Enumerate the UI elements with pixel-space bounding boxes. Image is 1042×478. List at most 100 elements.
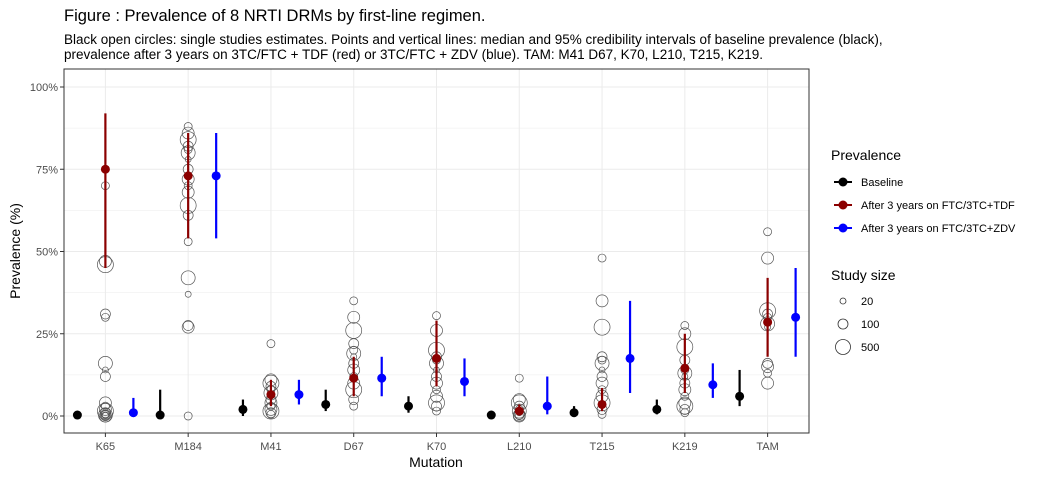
study-estimate-circle [679, 404, 691, 415]
y-tick-label: 100% [30, 82, 58, 94]
y-tick-label: 0% [42, 411, 58, 423]
y-axis: 0% 25% 50% 75% 100% [30, 82, 64, 423]
study-estimate-circle [102, 366, 109, 374]
study-estimate-circle [597, 253, 607, 263]
median-point [735, 391, 745, 401]
x-tick-label: L210 [507, 441, 531, 453]
study-estimate-circle [761, 251, 774, 265]
size-legend-circle [835, 339, 851, 355]
size-legend-title: Study size [831, 267, 896, 283]
x-tick-label: D67 [344, 441, 364, 453]
study-estimate-circle [99, 409, 112, 423]
median-point [404, 401, 413, 411]
y-tick-label: 75% [36, 164, 58, 176]
study-estimate-circle [101, 411, 110, 421]
study-estimate-circle [266, 339, 276, 348]
x-tick-label: T215 [590, 441, 615, 453]
study-estimate-circle [182, 320, 194, 331]
study-estimate-circle [431, 400, 442, 412]
study-estimate-circle [183, 122, 193, 131]
study-estimate-circle [101, 312, 110, 322]
study-estimate-circle [348, 338, 360, 349]
legend-label: After 3 years on FTC/3TC+TDF [861, 200, 1015, 212]
size-legend-label: 20 [861, 296, 873, 308]
study-estimate-circle [349, 401, 359, 411]
study-estimate-circle [596, 371, 608, 382]
study-estimate-circle [763, 227, 772, 237]
x-axis-title: Mutation [409, 454, 463, 470]
median-point [128, 408, 138, 418]
x-tick-label: TAM [756, 441, 778, 453]
median-point [377, 373, 387, 383]
median-point [460, 376, 469, 386]
median-point [294, 390, 304, 400]
legend-title: Prevalence [831, 147, 901, 163]
median-point [72, 410, 82, 420]
x-axis: K65 M184 M41 D67 K70 L210 T215 K219 TAM [96, 433, 779, 453]
y-axis-title: Prevalence (%) [7, 203, 23, 299]
study-estimate-circle [181, 320, 195, 334]
study-estimate-circle [432, 406, 441, 416]
study-estimate-circle [97, 402, 114, 420]
study-estimate-circle [761, 376, 774, 390]
study-estimate-circle [511, 403, 527, 419]
study-estimate-circle [594, 356, 610, 371]
median-point [155, 410, 165, 420]
size-legend-circle [837, 318, 849, 330]
study-estimate-circle [266, 410, 276, 419]
legend-label: After 3 years on FTC/3TC+ZDV [861, 223, 1016, 235]
median-point [763, 317, 773, 327]
study-estimate-circle [265, 407, 277, 419]
study-estimate-circle [595, 294, 609, 308]
study-estimate-circle [596, 351, 608, 363]
figure-title: Figure : Prevalence of 8 NRTI DRMs by fi… [64, 7, 486, 25]
study-estimate-circle [432, 311, 441, 321]
median-point [680, 363, 690, 373]
study-estimate-circle [349, 296, 359, 306]
median-point [266, 390, 276, 400]
study-estimate-circle [100, 371, 111, 382]
study-estimate-circle [430, 389, 443, 403]
size-legend-label: 100 [861, 319, 879, 331]
y-tick-label: 25% [36, 329, 58, 341]
median-point [708, 380, 718, 390]
x-tick-label: M41 [260, 441, 281, 453]
median-point [486, 410, 496, 420]
median-point [100, 164, 110, 174]
x-tick-label: K219 [672, 441, 698, 453]
figure-subtitle-line-2: prevalence after 3 years on 3TC/FTC + TD… [64, 47, 764, 62]
median-point [542, 401, 552, 411]
legend-key-point [838, 223, 848, 233]
legend: Prevalence Baseline After 3 years on FTC/… [831, 147, 1016, 355]
x-tick-label: M184 [174, 441, 202, 453]
median-point [349, 373, 359, 383]
y-tick-label: 50% [36, 247, 58, 259]
median-point [597, 399, 607, 409]
study-estimate-circle [514, 373, 524, 383]
legend-label: Baseline [861, 177, 903, 189]
study-estimate-circle [183, 411, 193, 421]
study-estimate-circle [761, 360, 774, 373]
study-estimate-circle [180, 270, 196, 286]
credibility-intervals [72, 113, 801, 420]
median-point [625, 353, 635, 363]
study-estimate-circle [100, 410, 111, 422]
study-estimate-circle [184, 290, 192, 298]
study-estimate-circle [100, 308, 111, 320]
study-estimate-circle [99, 403, 112, 416]
study-estimate-circle [347, 310, 361, 324]
study-estimate-circle [680, 321, 690, 330]
median-point [183, 171, 193, 181]
figure-subtitle-line-1: Black open circles: single studies estim… [64, 32, 883, 47]
study-estimate-circle [680, 408, 690, 418]
study-estimate-circle [98, 356, 113, 371]
x-tick-label: K65 [96, 441, 116, 453]
median-point [514, 406, 524, 416]
x-tick-label: K70 [427, 441, 447, 453]
legend-key-point [838, 177, 848, 187]
study-estimate-circle [598, 366, 606, 374]
median-point [652, 404, 662, 414]
median-point [432, 353, 441, 363]
median-point [211, 171, 221, 181]
